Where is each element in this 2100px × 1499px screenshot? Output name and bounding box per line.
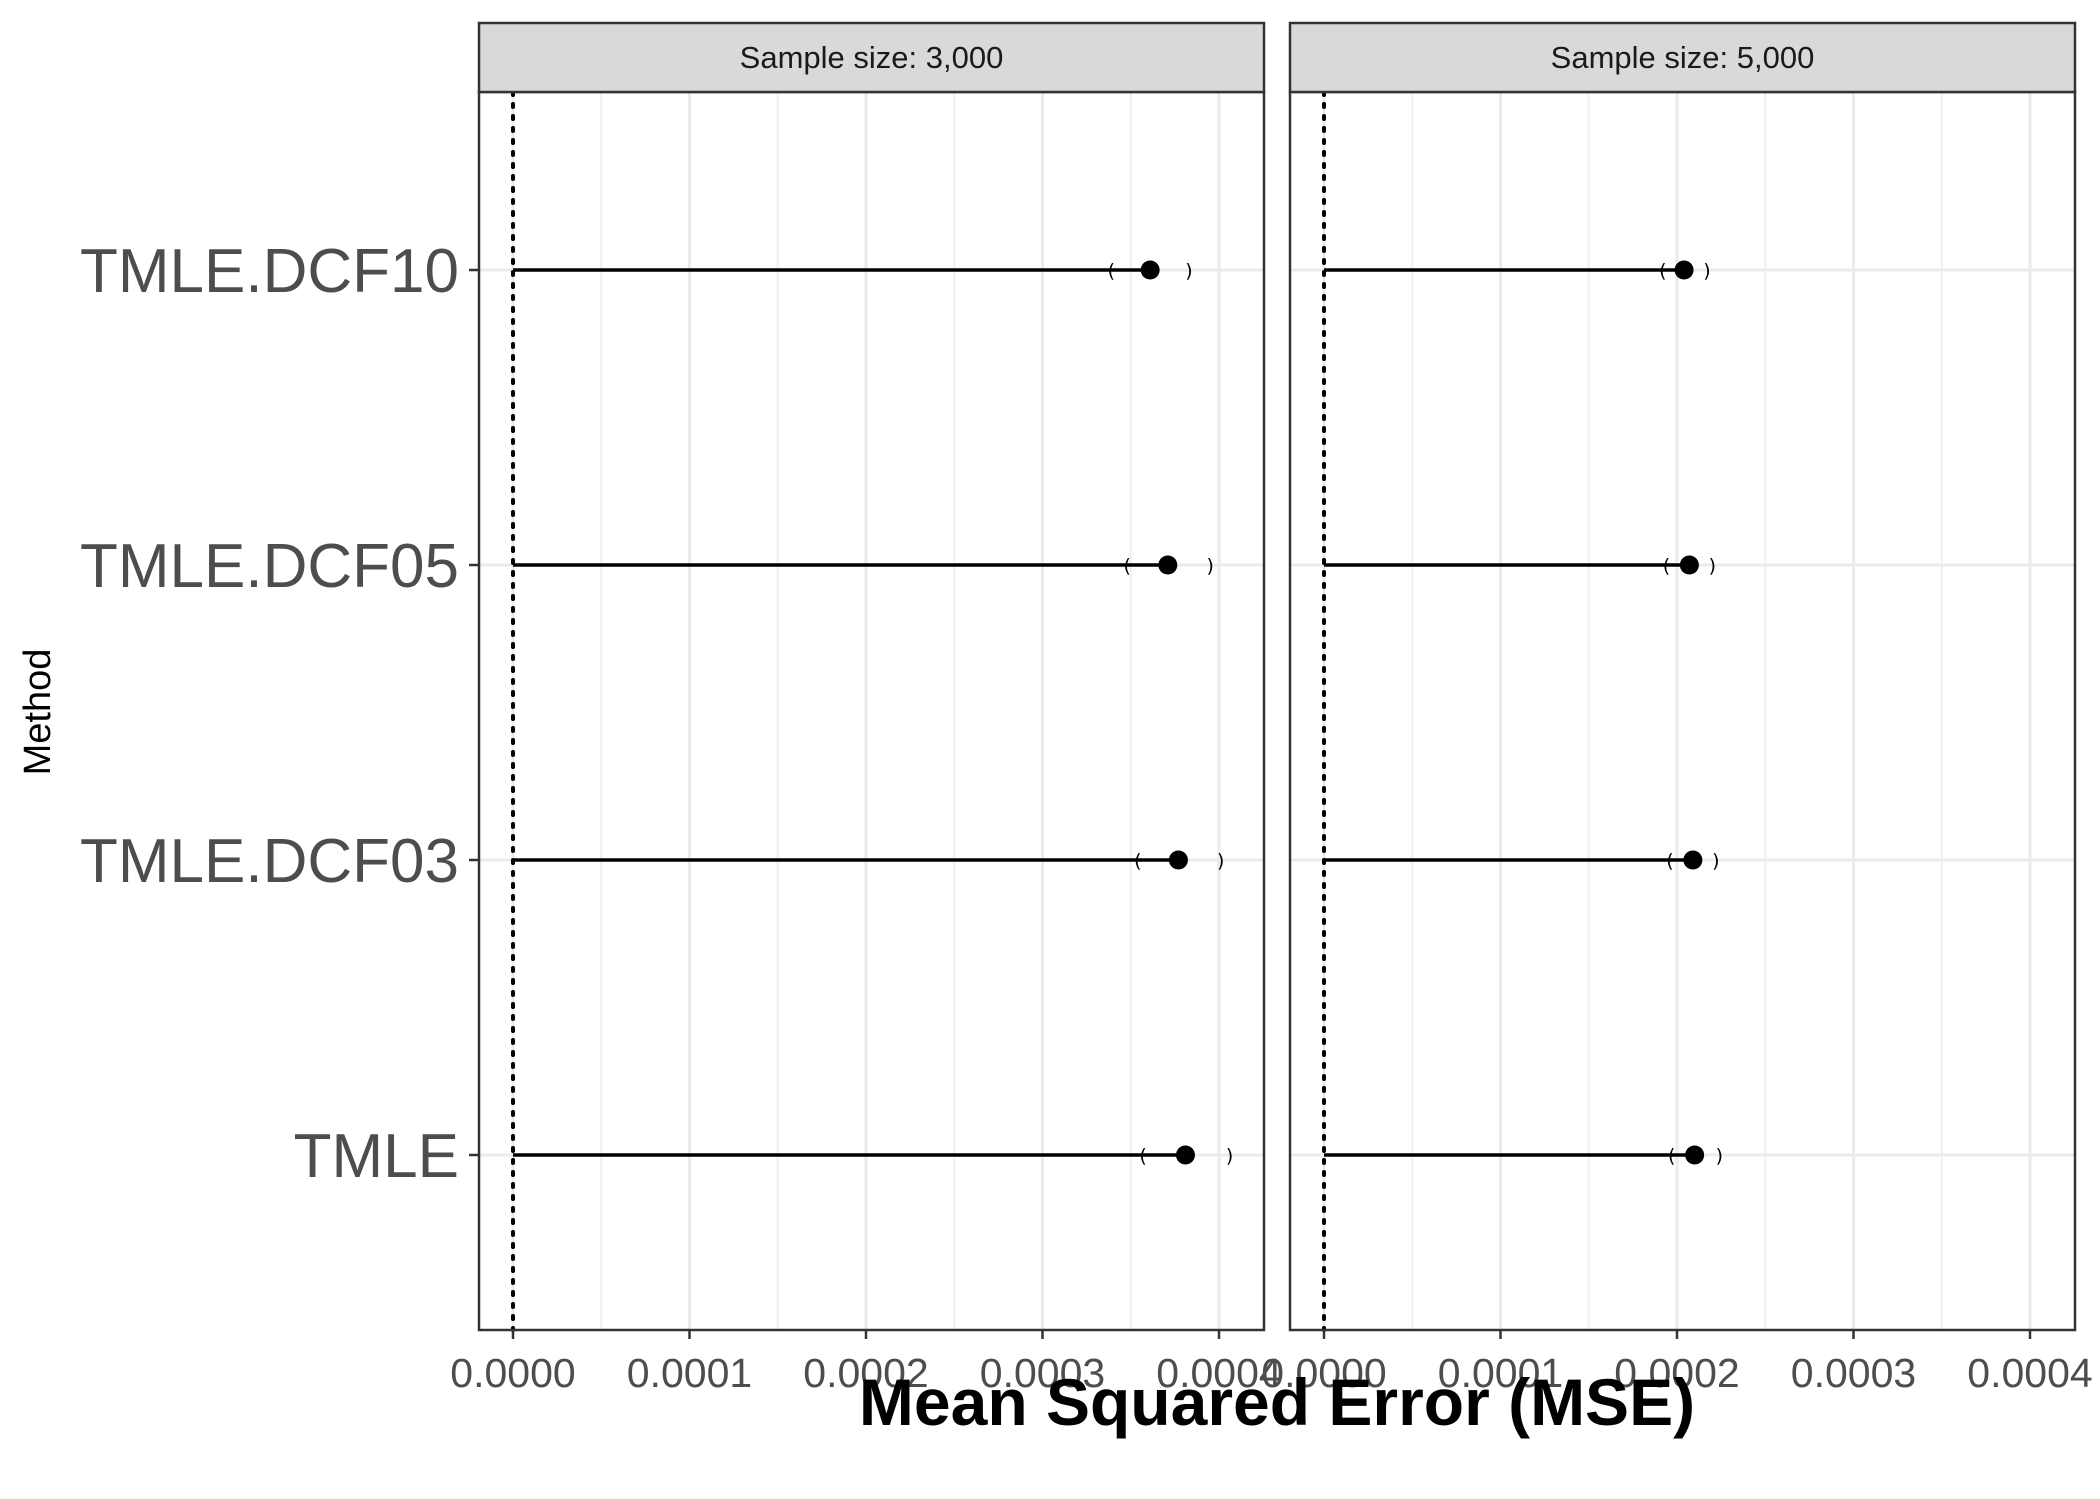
x-tick-label: 0.0004 — [1967, 1350, 2092, 1396]
point-group: () — [513, 1145, 1233, 1167]
strip-label: Sample size: 3,000 — [740, 40, 1004, 75]
ci-lower-paren: ( — [1124, 555, 1131, 577]
point-group: () — [1324, 1145, 1723, 1167]
point-group: () — [1324, 555, 1716, 577]
mse-point — [1685, 1145, 1705, 1165]
panel-1: ()()()()Sample size: 3,0000.0000 0.0001 0.… — [450, 21, 1282, 1396]
panel-2: ()()()()Sample size: 5,0000.0000 0.0001 0.… — [1261, 21, 2093, 1396]
x-tick-label: 0.0003 — [1791, 1350, 1916, 1396]
ci-lower-paren: ( — [1139, 1145, 1146, 1167]
ci-upper-paren: ) — [1716, 1145, 1723, 1167]
mse-point — [1674, 260, 1694, 280]
y-axis-title: Method — [17, 649, 59, 776]
point-group: () — [513, 850, 1224, 872]
ci-upper-paren: ) — [1185, 260, 1192, 282]
x-axis-title: Mean Squared Error (MSE) — [859, 1365, 1695, 1439]
point-group: () — [1324, 260, 1711, 282]
ci-upper-paren: ) — [1206, 555, 1213, 577]
y-tick-label: TMLE — [294, 1122, 459, 1191]
x-tick-label: 0.0003 — [980, 1350, 1105, 1396]
x-tick-label: 0.0000 — [1261, 1350, 1386, 1396]
ci-upper-paren: ) — [1709, 555, 1716, 577]
panels: ()()()()Sample size: 3,0000.0000 0.0001 0.… — [450, 21, 2093, 1396]
y-axis-labels: TMLE.DCF10 TMLE.DCF05 TMLE.DCF03 TMLE — [80, 237, 459, 1191]
x-tick-label: 0.0004 — [1156, 1350, 1281, 1396]
mse-point — [1158, 555, 1178, 575]
ci-upper-paren: ) — [1226, 1145, 1233, 1167]
x-tick-label: 0.0001 — [627, 1350, 752, 1396]
ci-lower-paren: ( — [1134, 850, 1141, 872]
y-tick-label: TMLE.DCF05 — [80, 532, 459, 601]
panel-background — [1290, 92, 2075, 1330]
panel-background — [479, 92, 1264, 1330]
strip-label: Sample size: 5,000 — [1551, 40, 1815, 75]
point-group: () — [1324, 850, 1720, 872]
strip-background — [477, 21, 1266, 94]
mse-point — [1168, 850, 1188, 870]
point-group: () — [513, 555, 1214, 577]
point-group: () — [513, 260, 1193, 282]
ci-lower-paren: ( — [1659, 260, 1666, 282]
ci-upper-paren: ) — [1217, 850, 1224, 872]
y-tick-label: TMLE.DCF10 — [80, 237, 459, 306]
ci-lower-paren: ( — [1668, 1145, 1675, 1167]
ci-lower-paren: ( — [1663, 555, 1670, 577]
x-tick-label: 0.0002 — [1614, 1350, 1739, 1396]
strip-background — [1288, 21, 2077, 94]
ci-lower-paren: ( — [1666, 850, 1673, 872]
ci-upper-paren: ) — [1703, 260, 1710, 282]
mse-point — [1683, 850, 1703, 870]
mse-point — [1679, 555, 1699, 575]
x-tick-label: 0.0002 — [803, 1350, 928, 1396]
x-tick-label: 0.0000 — [450, 1350, 575, 1396]
y-tick-label: TMLE.DCF03 — [80, 827, 459, 896]
mse-point — [1175, 1145, 1195, 1165]
x-tick-label: 0.0001 — [1438, 1350, 1563, 1396]
mse-point — [1140, 260, 1160, 280]
ci-lower-paren: ( — [1108, 260, 1115, 282]
ci-upper-paren: ) — [1712, 850, 1719, 872]
